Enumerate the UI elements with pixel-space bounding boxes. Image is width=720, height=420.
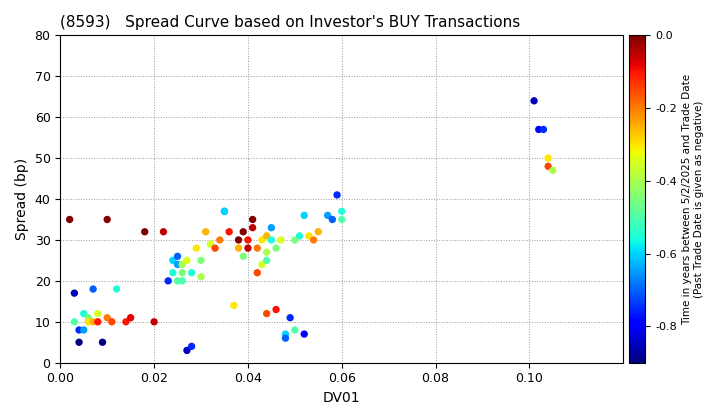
Point (261, 249, 272, 256)
Point (83, 318, 94, 325)
Point (538, 126, 549, 133)
X-axis label: DV01: DV01 (323, 391, 361, 405)
Point (284, 314, 296, 321)
Point (308, 236, 320, 243)
Point (78, 310, 89, 317)
Point (233, 245, 244, 252)
Point (251, 269, 263, 276)
Point (256, 236, 268, 243)
Point (242, 245, 253, 252)
Point (83, 314, 94, 321)
Point (299, 212, 310, 219)
Point (336, 216, 348, 223)
Point (87, 318, 99, 325)
Point (195, 273, 207, 280)
Point (148, 318, 160, 325)
Point (223, 228, 235, 235)
Point (106, 318, 117, 325)
Text: (8593)   Spread Curve based on Investor's BUY Transactions: (8593) Spread Curve based on Investor's … (60, 15, 521, 30)
Point (186, 343, 197, 350)
Point (336, 208, 348, 215)
Point (247, 224, 258, 231)
Point (111, 286, 122, 292)
Point (68, 290, 80, 297)
Point (172, 253, 184, 260)
Point (238, 228, 249, 235)
Point (64, 216, 76, 223)
Point (247, 216, 258, 223)
Point (266, 236, 277, 243)
Point (191, 245, 202, 252)
Point (238, 253, 249, 260)
Point (125, 314, 136, 321)
Y-axis label: Spread (bp): Spread (bp) (15, 158, 29, 240)
Point (533, 126, 544, 133)
Point (139, 228, 150, 235)
Point (261, 233, 272, 239)
Point (270, 245, 282, 252)
Point (261, 310, 272, 317)
Point (195, 257, 207, 264)
Point (172, 261, 184, 268)
Point (73, 327, 85, 333)
Point (261, 257, 272, 264)
Point (528, 97, 540, 104)
Point (186, 269, 197, 276)
Point (102, 216, 113, 223)
Point (210, 245, 221, 252)
Point (242, 236, 253, 243)
Point (547, 167, 559, 174)
Point (200, 228, 212, 235)
Point (172, 278, 184, 284)
Point (312, 228, 324, 235)
Point (299, 331, 310, 337)
Point (102, 314, 113, 321)
Point (120, 318, 132, 325)
Point (68, 318, 80, 325)
Point (158, 228, 169, 235)
Point (275, 236, 287, 243)
Point (92, 318, 104, 325)
Point (219, 208, 230, 215)
Point (327, 216, 338, 223)
Point (256, 261, 268, 268)
Point (204, 241, 216, 247)
Point (228, 302, 240, 309)
Point (87, 286, 99, 292)
Point (167, 257, 179, 264)
Point (167, 269, 179, 276)
Point (270, 306, 282, 313)
Point (303, 233, 315, 239)
Point (96, 339, 108, 346)
Point (214, 236, 225, 243)
Point (251, 245, 263, 252)
Point (176, 261, 188, 268)
Point (542, 155, 554, 161)
Point (163, 278, 174, 284)
Point (176, 278, 188, 284)
Y-axis label: Time in years between 5/2/2025 and Trade Date
(Past Trade Date is given as negat: Time in years between 5/2/2025 and Trade… (683, 74, 704, 325)
Point (331, 192, 343, 198)
Point (92, 310, 104, 317)
Point (289, 236, 300, 243)
Point (542, 163, 554, 170)
Point (233, 236, 244, 243)
Point (181, 347, 193, 354)
Point (78, 327, 89, 333)
Point (73, 339, 85, 346)
Point (279, 335, 291, 341)
Point (219, 208, 230, 215)
Point (181, 257, 193, 264)
Point (279, 331, 291, 337)
Point (294, 233, 305, 239)
Point (266, 224, 277, 231)
Point (322, 212, 333, 219)
Point (176, 269, 188, 276)
Point (289, 327, 300, 333)
